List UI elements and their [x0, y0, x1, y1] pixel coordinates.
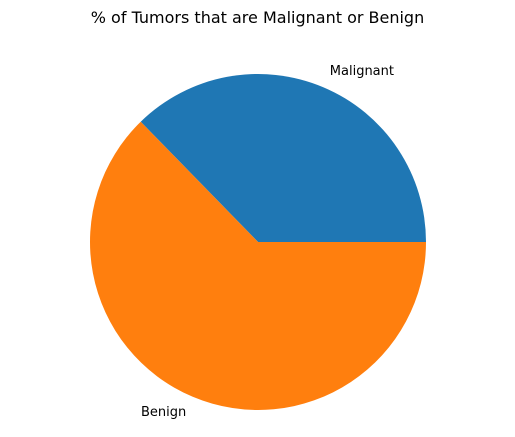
pie-slice-benign [90, 121, 426, 411]
pie-labels: Malignant Benign [141, 64, 394, 420]
pie-slices [90, 73, 427, 411]
chart-title: % of Tumors that are Malignant or Benign [90, 8, 425, 27]
pie-label-malignant: Malignant [330, 64, 394, 79]
pie-label-benign: Benign [141, 405, 186, 420]
pie-slice-malignant [140, 73, 427, 242]
